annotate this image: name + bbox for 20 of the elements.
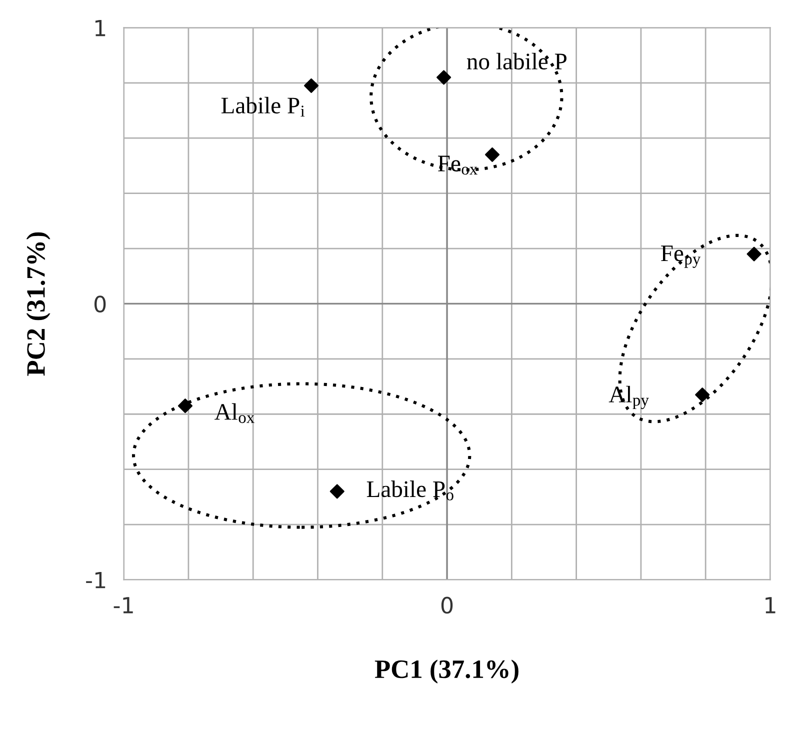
y-tick-label: 0 [94,296,106,312]
point [695,388,710,402]
point [484,147,500,162]
y-tick-label: 1 [95,20,106,36]
annotation: Al$_{ox}$ [214,403,254,424]
x-tick-label: -1 [114,597,133,614]
point [304,78,319,93]
y-axis-title: PC2 (31.7%) [26,232,50,376]
annotation: Labile P$_{i}$ [221,96,305,117]
annotation: Labile P$_{o}$ [366,480,454,500]
point [178,398,193,414]
x-tick-label: 1 [766,597,776,614]
annotation: no labile P [466,52,566,70]
point [436,70,452,85]
y-tick-label: -1 [86,572,106,588]
x-tick-label: 0 [441,596,453,614]
point [746,246,762,262]
annotation: Al$_{py}$ [608,386,649,410]
point [330,484,344,499]
x-axis-title: PC1 (37.1%) [374,660,518,684]
